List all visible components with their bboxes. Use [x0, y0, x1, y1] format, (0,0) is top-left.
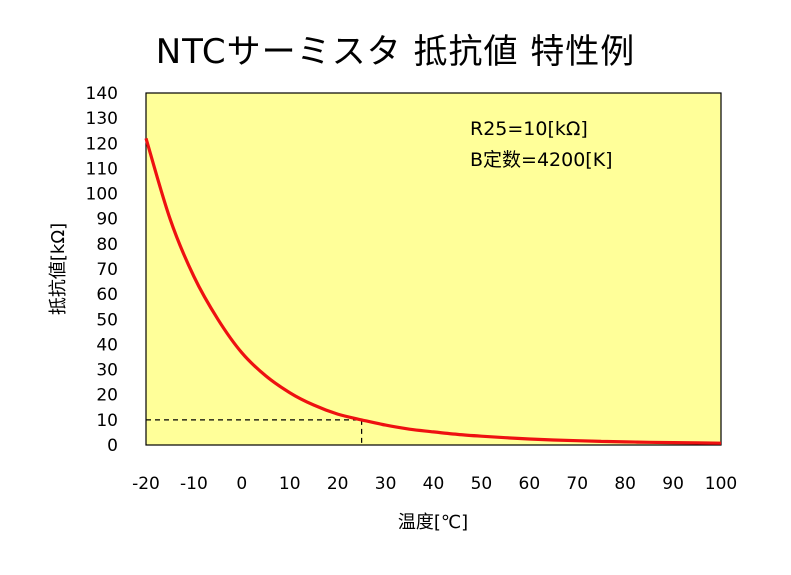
y-tick-label: 40 [96, 335, 118, 355]
y-tick-label: 120 [86, 134, 118, 154]
x-tick-label: 40 [423, 474, 445, 494]
y-tick-label: 50 [96, 310, 118, 330]
y-tick-label: 30 [96, 361, 118, 381]
x-tick-label: 70 [566, 474, 588, 494]
resistance-curve [144, 137, 722, 445]
y-tick-label: 100 [86, 185, 118, 205]
y-tick-label: 60 [96, 285, 118, 305]
y-tick-label: 110 [86, 159, 118, 179]
x-axis-ticks: -20 -10 0 10 20 30 40 50 60 70 80 90 100 [132, 474, 737, 494]
x-tick-label: 100 [705, 474, 737, 494]
y-tick-label: 10 [96, 411, 118, 431]
plot-area [145, 92, 722, 446]
x-tick-label: 0 [236, 474, 247, 494]
y-tick-label: 80 [96, 235, 118, 255]
y-tick-label: 130 [86, 109, 118, 129]
y-tick-label: 70 [96, 260, 118, 280]
x-tick-label: 20 [327, 474, 349, 494]
reference-lines [146, 419, 363, 445]
x-tick-label: -10 [180, 474, 208, 494]
y-tick-label: 0 [107, 436, 118, 456]
y-tick-label: 90 [96, 210, 118, 230]
x-tick-label: 80 [614, 474, 636, 494]
x-tick-label: 60 [519, 474, 541, 494]
x-tick-label: 10 [279, 474, 301, 494]
annotation-b-constant: B定数=4200[K] [470, 149, 613, 171]
x-tick-label: -20 [132, 474, 160, 494]
y-tick-label: 140 [86, 84, 118, 104]
chart-title: NTCサーミスタ 抵抗値 特性例 [155, 32, 636, 72]
annotation-r25: R25=10[kΩ] [470, 118, 588, 140]
x-tick-label: 50 [471, 474, 493, 494]
y-axis-label: 抵抗値[kΩ] [48, 223, 69, 315]
y-tick-label: 20 [96, 386, 118, 406]
x-tick-label: 30 [375, 474, 397, 494]
x-axis-label: 温度[℃] [398, 512, 468, 533]
x-tick-label: 90 [662, 474, 684, 494]
